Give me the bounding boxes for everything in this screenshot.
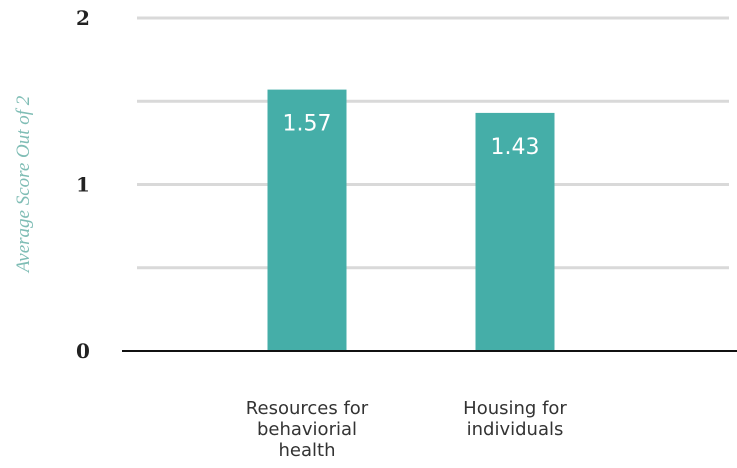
bar: [475, 112, 555, 351]
x-category-label: Resources for behaviorial health: [246, 398, 369, 461]
x-category-labels: Resources for behaviorial health Housing fo…: [246, 398, 568, 461]
x-category-label: Housing for individuals: [463, 398, 567, 440]
y-tick-label: 1: [76, 173, 90, 197]
gridlines: [137, 16, 729, 270]
y-axis-label: Average Score Out of 2: [13, 95, 34, 274]
data-labels: 1.57 1.43: [283, 112, 540, 160]
y-tick-label: 0: [76, 339, 90, 363]
data-label: 1.57: [283, 112, 332, 137]
bar: [267, 89, 347, 351]
y-tick-label: 2: [76, 6, 90, 30]
data-label: 1.43: [491, 135, 540, 160]
bars: [267, 89, 555, 351]
y-tick-labels: 0 1 2: [76, 6, 90, 363]
